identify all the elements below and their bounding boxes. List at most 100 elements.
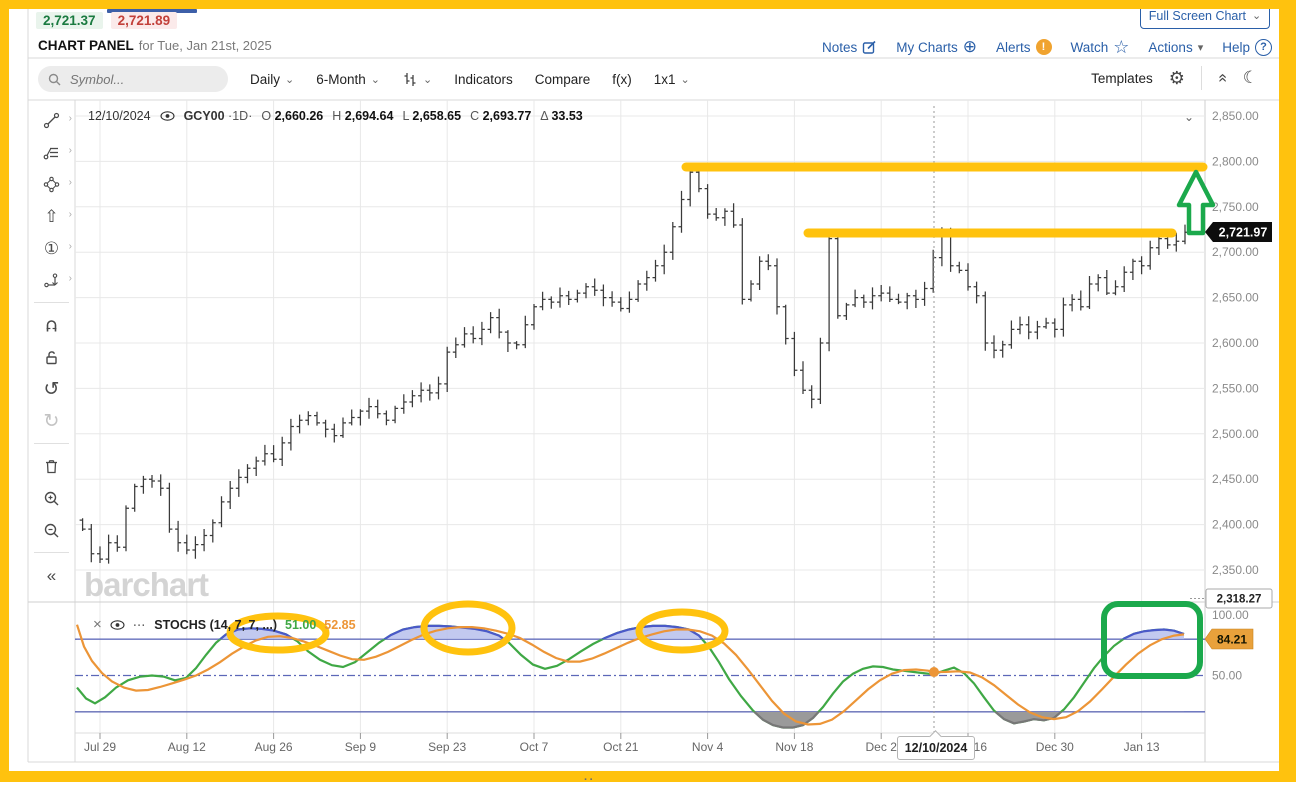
search-icon <box>48 73 61 85</box>
panel-title-text: CHART PANEL <box>38 38 134 53</box>
svg-text:Oct 7: Oct 7 <box>520 740 549 754</box>
alerts-link[interactable]: Alerts ! <box>996 39 1052 55</box>
period-dropdown[interactable]: Daily ⌄ <box>250 71 295 87</box>
svg-text:Oct 21: Oct 21 <box>603 740 639 754</box>
time-axis-labels: Jul 29 Aug 12 Aug 26 Sep 9 Sep 23 Oct 7 Oct 21… <box>84 733 1160 754</box>
eye-visibility-icon[interactable] <box>160 111 175 121</box>
stochastic-d-value: 52.85 <box>324 617 356 632</box>
help-link[interactable]: Help ? <box>1222 38 1272 56</box>
undo-icon: ↺ <box>43 378 60 400</box>
zoom-in-button[interactable] <box>28 482 75 514</box>
panel-title: CHART PANEL for Tue, Jan 21st, 2025 <box>38 37 272 55</box>
help-question-icon: ? <box>1255 38 1272 56</box>
measure-icon <box>44 272 58 287</box>
collapse-left-icon: « <box>46 565 57 585</box>
actions-menu[interactable]: Actions ▾ <box>1148 39 1204 55</box>
svg-text:Jul 29: Jul 29 <box>84 740 116 754</box>
trendline-tool[interactable]: › <box>28 104 75 136</box>
ohlc-bars <box>79 167 1188 564</box>
arrow-up-icon: ⇧ <box>44 206 59 226</box>
readout-date: 12/10/2024 <box>88 109 151 123</box>
chevron-right-icon[interactable]: › <box>68 113 72 124</box>
layout-dropdown[interactable]: 1x1 ⌄ <box>653 71 690 87</box>
measure-tool[interactable]: › <box>28 264 75 296</box>
svg-text:50.00: 50.00 <box>1212 669 1242 683</box>
trendline-icon <box>43 112 60 128</box>
toolbar-right: Templates ⚙ « ☾ <box>1091 66 1258 90</box>
number-label-tool[interactable]: ① › <box>28 232 75 264</box>
drawn-highlight-ellipse[interactable] <box>420 600 516 656</box>
fx-button[interactable]: f(x) <box>612 71 632 87</box>
delete-drawings-button[interactable] <box>28 450 75 482</box>
stoch-value-badge: 84.21 <box>1204 628 1254 650</box>
svg-text:Sep 23: Sep 23 <box>428 740 466 754</box>
chevron-right-icon[interactable]: › <box>68 241 72 252</box>
eye-visibility-icon[interactable] <box>110 619 125 630</box>
svg-text:Aug 12: Aug 12 <box>168 740 206 754</box>
shape-tool[interactable]: › <box>28 168 75 200</box>
lock-drawings-tool[interactable] <box>28 341 75 373</box>
annotation-list-tool[interactable]: › <box>28 136 75 168</box>
symbol-search[interactable] <box>38 66 228 92</box>
panel-links: Notes My Charts ⊕ Alerts ! Watch ☆ Actio… <box>822 37 1272 57</box>
zoom-in-icon <box>44 491 59 505</box>
stoch-axis-labels: 100.00 50.00 <box>1212 608 1249 683</box>
compare-button[interactable]: Compare <box>534 71 591 87</box>
crosshair-d-dot <box>929 667 939 678</box>
symbol-search-input[interactable] <box>68 70 212 88</box>
circled-one-icon: ① <box>43 238 60 258</box>
readout-symbol[interactable]: GCY00 <box>183 109 225 123</box>
redo-icon: ↻ <box>43 410 60 432</box>
stochastic-header: × ⋯ STOCHS (14, 7, 7, ...) 51.00 52.85 <box>93 615 356 633</box>
redo-button[interactable]: ↻ <box>28 405 75 437</box>
tools-divider <box>34 443 69 444</box>
chevron-right-icon[interactable]: › <box>68 209 72 220</box>
drawn-highlight-ellipse[interactable] <box>635 608 729 654</box>
magnet-snap-tool[interactable] <box>28 309 75 341</box>
watch-link[interactable]: Watch ☆ <box>1070 37 1130 57</box>
svg-text:2,800.00: 2,800.00 <box>1212 154 1259 168</box>
indicator-menu-ellipsis-icon[interactable]: ⋯ <box>132 618 147 632</box>
close-indicator-icon[interactable]: × <box>93 615 102 633</box>
drawn-highlight-ellipse[interactable] <box>226 612 330 654</box>
arrow-marker-tool[interactable]: ⇧ › <box>28 200 75 232</box>
full-screen-chart-button[interactable]: Full Screen Chart ⌄ <box>1140 2 1270 29</box>
collapse-toolbar-icon[interactable]: « <box>1214 73 1232 83</box>
magnet-icon <box>46 319 57 331</box>
chevron-down-icon: ⌄ <box>422 73 433 86</box>
templates-button[interactable]: Templates <box>1091 70 1153 86</box>
readout-change: 33.53 <box>551 109 583 123</box>
zoom-out-button[interactable] <box>28 514 75 546</box>
chevron-right-icon[interactable]: › <box>68 177 72 188</box>
readout-close: 2,693.77 <box>482 109 532 123</box>
chevron-down-icon: ⌄ <box>680 73 690 86</box>
chart-collapse-caret[interactable]: ⌄ <box>1184 110 1195 124</box>
notes-link[interactable]: Notes <box>822 40 877 55</box>
chevron-right-icon[interactable]: › <box>68 145 72 156</box>
svg-text:2,721.97: 2,721.97 <box>1219 226 1268 240</box>
stochastic-label: STOCHS (14, 7, 7, ...) <box>154 617 277 632</box>
my-charts-link[interactable]: My Charts ⊕ <box>896 37 977 56</box>
last-price-badge: 2,721.97 <box>1205 222 1272 242</box>
chevron-right-icon[interactable]: › <box>68 273 72 284</box>
stoch-d-line <box>75 624 1185 726</box>
dark-mode-moon-icon[interactable]: ☾ <box>1242 68 1258 87</box>
svg-text:2,650.00: 2,650.00 <box>1212 291 1259 305</box>
svg-text:84.21: 84.21 <box>1217 633 1247 647</box>
svg-text:2,750.00: 2,750.00 <box>1212 200 1259 214</box>
stoch-overbought-fill <box>77 625 1184 640</box>
readout-interval: ·1D· <box>228 109 253 123</box>
drawn-up-arrow[interactable] <box>1176 169 1216 236</box>
drawn-highlight-box[interactable] <box>1101 601 1203 679</box>
gear-icon[interactable]: ⚙ <box>1168 67 1185 88</box>
undo-button[interactable]: ↺ <box>28 373 75 405</box>
bar-type-dropdown[interactable]: ⌄ <box>402 71 432 87</box>
collapse-sidebar-button[interactable]: « <box>28 559 75 591</box>
ohlc-readout: 12/10/2024 GCY00 ·1D· O 2,660.26 H 2,694… <box>88 109 583 123</box>
svg-text:2,700.00: 2,700.00 <box>1212 245 1259 259</box>
indicators-button[interactable]: Indicators <box>454 71 513 87</box>
frame-handle-dots: ·· <box>584 774 596 786</box>
range-dropdown[interactable]: 6-Month ⌄ <box>316 71 380 87</box>
ohlc-bar-type-icon <box>404 73 416 86</box>
